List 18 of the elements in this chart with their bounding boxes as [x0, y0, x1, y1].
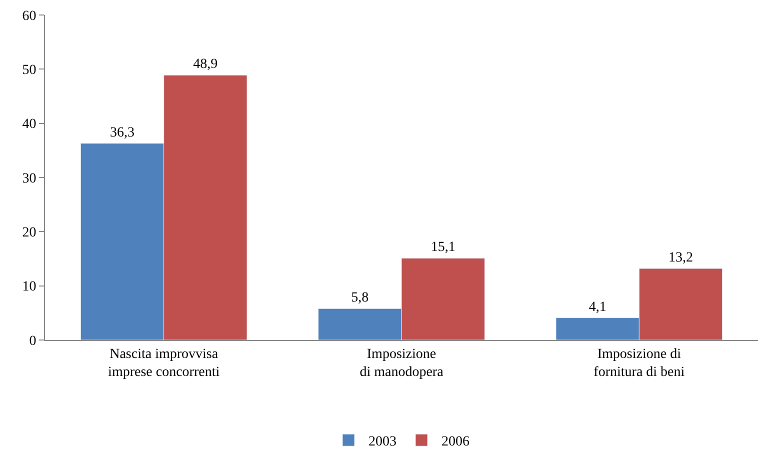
y-tick-label: 10 — [22, 280, 36, 295]
y-tick-label: 50 — [22, 63, 36, 78]
x-tick-label: Imposizione di manodopera — [360, 346, 444, 380]
legend-label: 2006 — [442, 434, 470, 450]
data-label: 48,9 — [193, 57, 218, 72]
y-tick-label: 0 — [29, 334, 36, 349]
y-tick-label: 20 — [22, 226, 36, 241]
x-tick-label: Nascita improvvisa imprese concorrenti — [108, 346, 220, 380]
data-label: 13,2 — [668, 250, 694, 266]
data-label: 5,8 — [351, 290, 369, 306]
y-tick-label: 60 — [22, 8, 36, 24]
data-label: 15,1 — [430, 240, 456, 256]
x-tick-label: Imposizione di fornitura di beni — [594, 346, 685, 380]
data-label: 36,3 — [110, 125, 134, 140]
data-label: 4,1 — [588, 300, 606, 315]
legend-label: 2003 — [368, 434, 396, 450]
y-tick-label: 40 — [22, 117, 36, 132]
y-tick-label: 30 — [22, 171, 36, 186]
